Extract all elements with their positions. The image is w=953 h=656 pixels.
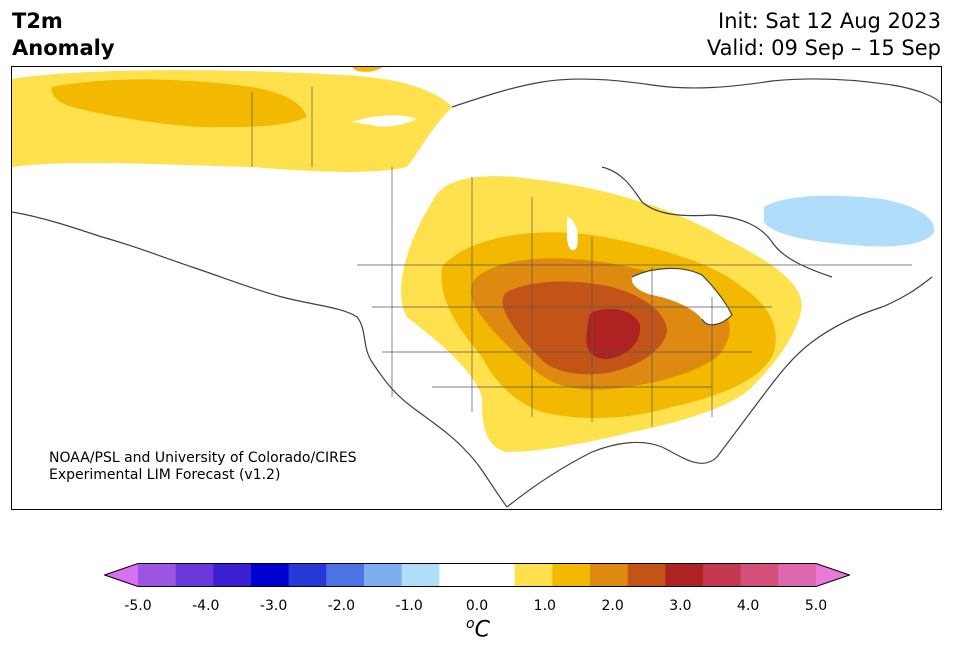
colorbar-tick-label: -5.0 xyxy=(124,598,152,614)
colorbar-tick-label: -3.0 xyxy=(259,598,288,614)
map-svg xyxy=(12,67,941,508)
unit-prefix: o xyxy=(466,616,475,632)
colorbar-segment xyxy=(665,563,704,587)
coastlines xyxy=(12,78,941,508)
colorbar-tick-label: 3.0 xyxy=(669,598,692,614)
colorbar-segment xyxy=(326,563,365,587)
colorbar-segment xyxy=(439,563,478,587)
title-anomaly: Anomaly xyxy=(12,36,115,60)
credit-text: NOAA/PSL and University of Colorado/CIRE… xyxy=(49,450,357,484)
colorbar-extend-high xyxy=(816,563,850,587)
state-borders xyxy=(251,87,912,427)
colorbar-segment xyxy=(552,563,591,587)
colorbar-segment xyxy=(703,563,742,587)
colorbar-segment xyxy=(213,563,252,587)
forecast-dates: Init: Sat 12 Aug 2023 Valid: 09 Sep – 15… xyxy=(707,8,941,62)
anomaly-us-red xyxy=(586,308,641,359)
anomaly-quebec-cool xyxy=(764,195,935,247)
great-lakes xyxy=(631,268,732,325)
colorbar-tick-label: -4.0 xyxy=(192,598,220,614)
colorbar-segment xyxy=(401,563,440,587)
colorbar-segment xyxy=(514,563,553,587)
colorbar-unit: oC xyxy=(466,616,490,642)
unit-letter: C xyxy=(474,617,490,643)
anomaly-canada-orange xyxy=(51,79,307,128)
anomaly-canada-orange-top xyxy=(352,67,382,72)
anomaly-map xyxy=(11,66,942,510)
colorbar-segment xyxy=(288,563,327,587)
colorbar-tick-label: -2.0 xyxy=(327,598,356,614)
colorbar-segment xyxy=(138,563,177,587)
colorbar-tick-label: 0.0 xyxy=(465,598,489,614)
valid-date: Valid: 09 Sep – 15 Sep xyxy=(706,36,941,60)
colorbar-segment xyxy=(477,563,516,587)
colorbar-segment xyxy=(364,563,403,587)
title-variable: T2m xyxy=(12,9,63,33)
colorbar-tick-label: -1.0 xyxy=(395,598,423,614)
colorbar-segment xyxy=(251,563,290,587)
colorbar-tick-label: 4.0 xyxy=(737,598,760,614)
map-title: T2m Anomaly xyxy=(12,8,115,62)
colorbar-extend-low xyxy=(104,563,138,587)
credit-line-1: NOAA/PSL and University of Colorado/CIRE… xyxy=(49,450,357,466)
lake-winnipeg xyxy=(566,217,578,251)
colorbar-segment xyxy=(627,563,666,587)
credit-line-2: Experimental LIM Forecast (v1.2) xyxy=(49,467,281,483)
colorbar-segment xyxy=(590,563,629,587)
colorbar xyxy=(104,563,850,587)
colorbar-tick-label: 5.0 xyxy=(804,598,828,614)
colorbar-tick-label: 2.0 xyxy=(601,598,624,614)
colorbar-segment xyxy=(175,563,214,587)
init-date: Init: Sat 12 Aug 2023 xyxy=(718,9,941,33)
colorbar-segment xyxy=(778,563,817,587)
colorbar-outline xyxy=(104,563,850,587)
hudson-lake xyxy=(352,115,417,127)
colorbar-segment xyxy=(740,563,779,587)
colorbar-tick-label: 1.0 xyxy=(533,598,556,614)
